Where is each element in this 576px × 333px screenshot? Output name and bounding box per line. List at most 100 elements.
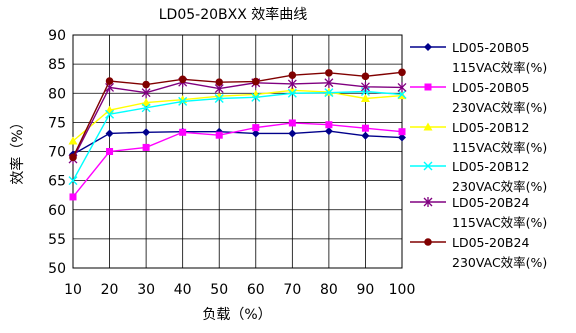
legend-marker bbox=[424, 238, 432, 246]
data-point bbox=[69, 153, 77, 162]
x-axis-label: 负载（%） bbox=[202, 307, 271, 323]
legend-entry-6: LD05-20B24 230VAC效率(%) bbox=[410, 235, 547, 270]
data-point bbox=[178, 75, 187, 84]
marker-triangle bbox=[423, 122, 433, 131]
marker-square bbox=[252, 124, 260, 132]
data-point bbox=[324, 77, 334, 88]
x-tick-label: 10 bbox=[64, 282, 82, 298]
data-point bbox=[251, 77, 260, 86]
x-tick-label: 70 bbox=[283, 282, 301, 298]
series-line bbox=[72, 90, 403, 181]
marker-circle bbox=[105, 77, 114, 85]
x-tick-label: 30 bbox=[137, 282, 155, 298]
y-tick-label: 55 bbox=[48, 232, 66, 248]
marker-circle bbox=[178, 75, 187, 84]
x-tick-label: 90 bbox=[357, 282, 375, 298]
legend-label-line1: LD05-20B12 bbox=[452, 120, 529, 135]
legend-label-line2: 115VAC效率(%) bbox=[452, 140, 547, 155]
legend-marker bbox=[423, 161, 433, 171]
data-point bbox=[324, 87, 334, 96]
series-line bbox=[72, 122, 403, 198]
y-tick-label: 70 bbox=[48, 145, 66, 161]
series-line bbox=[72, 71, 403, 158]
data-point bbox=[251, 129, 260, 138]
data-point bbox=[251, 92, 261, 102]
marker-square bbox=[325, 121, 333, 129]
marker-triangle bbox=[214, 91, 224, 100]
data-point bbox=[397, 89, 407, 99]
series-4 bbox=[68, 87, 407, 186]
legend-label-line2: 115VAC效率(%) bbox=[452, 215, 547, 230]
legend-label-line2: 230VAC效率(%) bbox=[452, 100, 547, 115]
marker-x-stroke bbox=[423, 161, 433, 171]
x-tick-label: 20 bbox=[101, 282, 119, 298]
legend-entry-5: LD05-20B24 115VAC效率(%) bbox=[410, 195, 547, 230]
series-line bbox=[72, 89, 403, 142]
legend-marker bbox=[423, 197, 433, 207]
data-point bbox=[142, 143, 150, 151]
y-tick-label: 65 bbox=[48, 174, 66, 190]
data-point bbox=[360, 93, 370, 102]
marker-x-stroke bbox=[141, 103, 151, 113]
data-point bbox=[215, 131, 223, 139]
data-point bbox=[397, 82, 407, 93]
legend-marker bbox=[424, 83, 432, 91]
data-point bbox=[287, 78, 297, 89]
x-tick-label: 80 bbox=[320, 282, 338, 298]
data-point bbox=[288, 129, 297, 138]
marker-x-stroke bbox=[397, 89, 407, 99]
marker-x-stroke bbox=[324, 88, 334, 98]
data-point bbox=[69, 193, 77, 201]
marker-square bbox=[424, 83, 432, 91]
marker-circle bbox=[69, 153, 77, 162]
marker-diamond bbox=[361, 131, 370, 140]
marker-square bbox=[215, 131, 223, 139]
data-point bbox=[179, 128, 187, 136]
y-axis-label: 效率（%） bbox=[9, 115, 26, 184]
marker-diamond bbox=[288, 129, 297, 138]
legend-label-line1: LD05-20B05 bbox=[452, 40, 529, 55]
data-point bbox=[324, 127, 333, 136]
chart-title: LD05-20BXX 效率曲线 bbox=[159, 6, 308, 23]
legend-label-line1: LD05-20B05 bbox=[452, 80, 529, 95]
x-tick-label: 100 bbox=[389, 282, 416, 298]
y-tick-label: 75 bbox=[48, 115, 66, 131]
marker-triangle bbox=[141, 98, 151, 107]
marker-x-stroke bbox=[68, 176, 78, 186]
data-point bbox=[142, 128, 151, 137]
marker-triangle bbox=[360, 93, 370, 102]
legend-entry-1: LD05-20B05 115VAC效率(%) bbox=[410, 40, 547, 75]
x-tick-label: 60 bbox=[247, 282, 265, 298]
legend-label-line2: 230VAC效率(%) bbox=[452, 255, 547, 270]
series-6 bbox=[69, 68, 406, 162]
marker-x-stroke bbox=[214, 93, 224, 103]
y-tick-label: 60 bbox=[48, 203, 66, 219]
marker-diamond bbox=[142, 128, 151, 137]
marker-x-stroke bbox=[287, 88, 297, 98]
y-tick-label: 85 bbox=[48, 57, 66, 73]
data-point bbox=[361, 72, 370, 81]
marker-circle bbox=[288, 71, 297, 79]
marker-diamond bbox=[324, 127, 333, 136]
legend-label-line2: 230VAC效率(%) bbox=[452, 179, 547, 194]
marker-circle bbox=[361, 72, 370, 81]
data-point bbox=[105, 77, 114, 85]
marker-square bbox=[106, 148, 114, 155]
series-line bbox=[72, 130, 403, 156]
marker-diamond bbox=[251, 129, 260, 138]
marker-circle bbox=[215, 78, 224, 86]
data-point bbox=[361, 124, 369, 132]
marker-circle bbox=[325, 69, 333, 77]
data-point bbox=[288, 119, 296, 127]
data-point bbox=[178, 96, 188, 106]
data-point bbox=[288, 71, 297, 79]
marker-circle bbox=[398, 68, 406, 77]
data-point bbox=[324, 88, 334, 98]
data-point bbox=[68, 136, 78, 145]
marker-square bbox=[69, 193, 77, 201]
marker-square bbox=[288, 119, 296, 127]
marker-triangle bbox=[324, 87, 334, 96]
data-point bbox=[105, 129, 114, 138]
x-tick-label: 50 bbox=[210, 282, 228, 298]
